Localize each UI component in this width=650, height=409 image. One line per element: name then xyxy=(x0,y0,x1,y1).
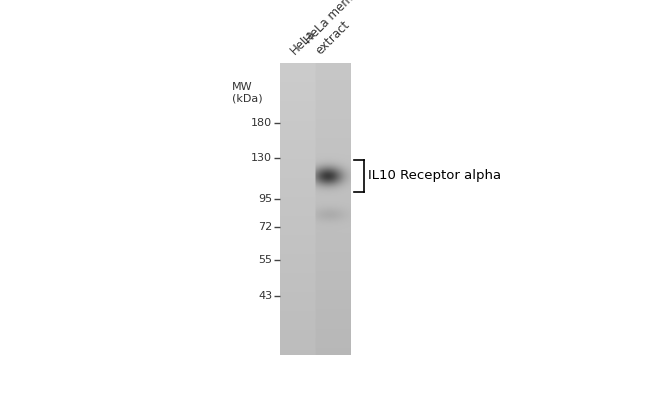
Text: HeLa: HeLa xyxy=(288,27,318,57)
Text: 130: 130 xyxy=(251,153,272,163)
Text: 95: 95 xyxy=(258,194,272,204)
Text: 55: 55 xyxy=(258,255,272,265)
Text: 72: 72 xyxy=(258,222,272,232)
Text: 43: 43 xyxy=(258,291,272,301)
Text: HeLa membrane
extract: HeLa membrane extract xyxy=(302,0,391,57)
Text: IL10 Receptor alpha: IL10 Receptor alpha xyxy=(369,169,502,182)
Text: 180: 180 xyxy=(251,118,272,128)
Text: MW
(kDa): MW (kDa) xyxy=(232,82,263,104)
